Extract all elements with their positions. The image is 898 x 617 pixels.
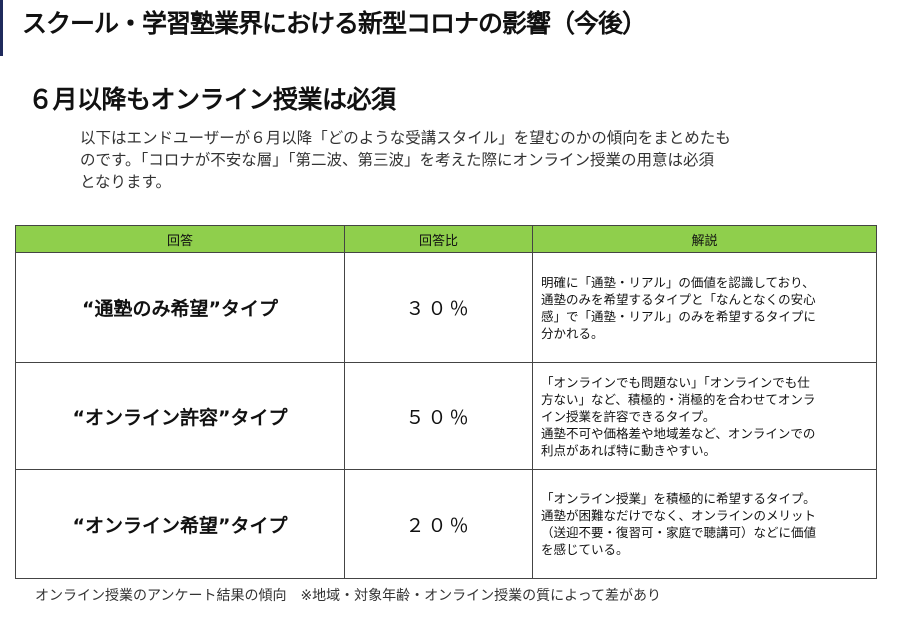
survey-table: 回答 回答比 解説 “通塾のみ希望”タイプ ３０％ 明確に「通塾・リアル」の価値を認… <box>15 225 877 579</box>
answer-type: “通塾のみ希望”タイプ <box>15 252 345 363</box>
header-explanation: 解説 <box>532 225 877 253</box>
footnote: オンライン授業のアンケート結果の傾向 ※地域・対象年齢・オンライン授業の質によっ… <box>35 588 662 604</box>
header-answer: 回答 <box>15 225 345 253</box>
table-header: 回答 回答比 解説 <box>15 225 877 253</box>
accent-bar <box>0 0 3 56</box>
page-title: スクール・学習塾業界における新型コロナの影響（今後） <box>22 9 647 38</box>
intro-text: 以下はエンドユーザーが６月以降「どのような受講スタイル」を望むのかの傾向をまとめ… <box>80 127 890 193</box>
explanation: 明確に「通塾・リアル」の価値を認識しており、 通塾のみを希望するタイプと「なんとな… <box>532 252 877 363</box>
explanation-line: 通塾不可や価格差や地域差など、オンラインでの <box>541 425 816 441</box>
answer-type: “オンライン希望”タイプ <box>15 469 345 579</box>
explanation-line: 明確に「通塾・リアル」の価値を認識しており、 <box>541 274 815 290</box>
explanation-line: （送迎不要・復習可・家庭で聴講可）などに価値 <box>541 525 817 540</box>
answer-type: “オンライン許容”タイプ <box>15 362 345 470</box>
table-row: “オンライン許容”タイプ ５０％ 「オンラインでも問題ない」「オンラインでも仕 方ない… <box>15 362 877 470</box>
intro-line: のです。「コロナが不安な層」「第二波、第三波」を考えた際にオンライン授業の用意は… <box>80 151 714 169</box>
answer-ratio: ３０％ <box>344 252 533 363</box>
explanation-line: 「オンライン授業」を積極的に希望するタイプ。 <box>541 491 816 506</box>
header-ratio: 回答比 <box>344 225 533 253</box>
explanation-line: 方ない」など、積極的・消極的を合わせてオンラ <box>541 391 816 407</box>
answer-ratio: ２０％ <box>344 469 533 579</box>
explanation-line: 通塾のみを希望するタイプと「なんとなくの安心 <box>541 291 816 307</box>
table-row: “オンライン希望”タイプ ２０％ 「オンライン授業」を積極的に希望するタイプ。 通塾が… <box>15 469 877 579</box>
explanation: 「オンライン授業」を積極的に希望するタイプ。 通塾が困難なだけでなく、オンラインの… <box>532 469 877 579</box>
explanation-line: 通塾が困難なだけでなく、オンラインのメリット <box>541 508 817 523</box>
explanation-line: 「オンラインでも問題ない」「オンラインでも仕 <box>541 374 810 390</box>
explanation-line: 感」で「通塾・リアル」のみを希望するタイプに <box>541 308 816 324</box>
explanation: 「オンラインでも問題ない」「オンラインでも仕 方ない」など、積極的・消極的を合わせ… <box>532 362 877 470</box>
explanation-line: 分かれる。 <box>541 325 604 341</box>
explanation-line: イン授業を許容できるタイプ。 <box>541 408 716 424</box>
section-heading: ６月以降もオンライン授業は必須 <box>28 85 396 114</box>
answer-ratio: ５０％ <box>344 362 533 470</box>
intro-line: となります。 <box>80 173 171 191</box>
table-row: “通塾のみ希望”タイプ ３０％ 明確に「通塾・リアル」の価値を認識しており、 通塾のみ… <box>15 252 877 363</box>
intro-line: 以下はエンドユーザーが６月以降「どのような受講スタイル」を望むのかの傾向をまとめ… <box>80 129 731 147</box>
explanation-line: を感じている。 <box>541 542 629 557</box>
explanation-line: 利点があれば特に動きやすい。 <box>541 442 717 458</box>
